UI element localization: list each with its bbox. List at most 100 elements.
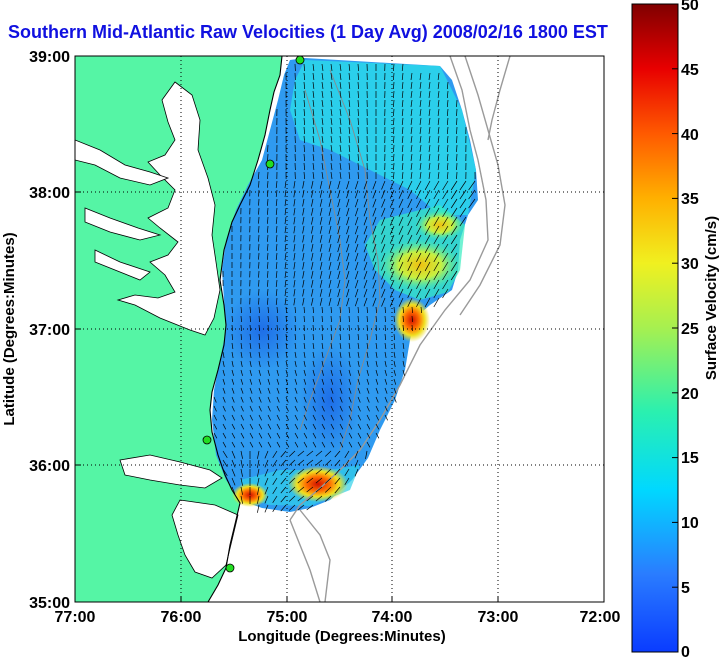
velocity-vector bbox=[410, 108, 413, 116]
velocity-vector bbox=[303, 351, 306, 358]
velocity-vector bbox=[284, 180, 287, 189]
velocity-vector bbox=[348, 63, 351, 71]
velocity-vector bbox=[276, 387, 280, 394]
velocity-vector bbox=[258, 225, 260, 233]
velocity-vector bbox=[424, 198, 431, 209]
velocity-vector bbox=[330, 81, 333, 89]
velocity-vector bbox=[303, 153, 306, 162]
colorbar-tick-label: 25 bbox=[681, 321, 699, 338]
velocity-vector bbox=[324, 450, 332, 457]
velocity-vector bbox=[442, 279, 449, 290]
velocity-vector bbox=[428, 126, 431, 134]
velocity-vector bbox=[428, 153, 431, 161]
velocity-vector bbox=[284, 198, 287, 207]
velocity-vector bbox=[419, 162, 422, 170]
velocity-vector bbox=[407, 216, 413, 226]
velocity-vector bbox=[288, 477, 296, 484]
velocity-vector bbox=[284, 207, 287, 216]
velocity-vector bbox=[280, 468, 287, 476]
velocity-vector bbox=[294, 378, 298, 385]
velocity-vector bbox=[416, 198, 422, 209]
y-tick-label: 38:00 bbox=[29, 185, 70, 202]
velocity-vector bbox=[284, 234, 287, 243]
velocity-vector bbox=[275, 225, 278, 233]
velocity-vector bbox=[410, 81, 413, 89]
velocity-vector bbox=[330, 72, 333, 80]
velocity-vector bbox=[321, 171, 324, 179]
velocity-vector bbox=[357, 324, 359, 332]
y-axis-label: Latitude (Degrees:Minutes) bbox=[1, 232, 18, 425]
velocity-vector bbox=[240, 315, 242, 323]
velocity-vector bbox=[321, 423, 326, 430]
velocity-vector bbox=[363, 288, 368, 298]
velocity-vector bbox=[258, 387, 262, 394]
velocity-vector bbox=[321, 153, 324, 161]
velocity-vector bbox=[284, 261, 287, 270]
velocity-vector bbox=[330, 162, 333, 170]
velocity-vector bbox=[258, 288, 260, 296]
velocity-vector bbox=[249, 333, 252, 341]
velocity-vector bbox=[330, 387, 334, 394]
velocity-vector bbox=[328, 288, 332, 297]
velocity-vector bbox=[402, 369, 405, 376]
velocity-vector bbox=[293, 243, 296, 252]
velocity-vector bbox=[393, 90, 395, 99]
velocity-vector bbox=[303, 144, 306, 153]
velocity-vector bbox=[433, 225, 440, 236]
velocity-vector bbox=[442, 243, 449, 254]
velocity-vector bbox=[402, 360, 405, 367]
velocity-vector bbox=[381, 207, 386, 217]
velocity-vector bbox=[375, 342, 378, 349]
velocity-vector bbox=[275, 234, 278, 242]
velocity-vector bbox=[297, 450, 305, 457]
velocity-vector bbox=[267, 441, 272, 448]
velocity-vector bbox=[337, 279, 341, 289]
velocity-vector bbox=[410, 153, 413, 161]
velocity-vector bbox=[419, 117, 422, 125]
velocity-vector bbox=[401, 81, 404, 90]
velocity-vector bbox=[257, 450, 260, 459]
velocity-vector bbox=[357, 387, 361, 394]
velocity-vector bbox=[330, 405, 334, 412]
velocity-vector bbox=[319, 243, 323, 252]
velocity-vector bbox=[337, 225, 341, 235]
velocity-vector bbox=[339, 441, 344, 448]
velocity-vector bbox=[258, 423, 263, 430]
velocity-vector bbox=[231, 477, 236, 486]
velocity-vector bbox=[321, 342, 324, 349]
velocity-vector bbox=[393, 387, 397, 394]
velocity-vector bbox=[348, 378, 352, 385]
velocity-vector bbox=[324, 495, 332, 502]
velocity-vector bbox=[330, 396, 334, 403]
velocity-vector bbox=[276, 306, 278, 314]
velocity-vector bbox=[357, 360, 360, 367]
velocity-vector bbox=[293, 252, 296, 261]
velocity-vector bbox=[357, 135, 359, 144]
velocity-vector bbox=[249, 396, 253, 403]
velocity-vector bbox=[231, 333, 234, 341]
velocity-vector bbox=[348, 414, 353, 421]
velocity-vector bbox=[249, 378, 253, 385]
velocity-vector bbox=[330, 99, 333, 107]
velocity-vector bbox=[337, 198, 341, 208]
velocity-vector bbox=[337, 288, 341, 298]
velocity-vector bbox=[319, 207, 323, 216]
x-tick-label: 77:00 bbox=[55, 609, 96, 626]
velocity-vector bbox=[330, 117, 333, 125]
velocity-vector bbox=[433, 279, 440, 290]
velocity-vector bbox=[375, 432, 380, 439]
velocity-vector bbox=[381, 225, 386, 235]
velocity-vector bbox=[357, 432, 362, 439]
velocity-vector bbox=[339, 162, 342, 170]
velocity-vector bbox=[297, 486, 305, 493]
velocity-vector bbox=[321, 441, 326, 448]
x-axis-label: Longitude (Degrees:Minutes) bbox=[238, 628, 446, 645]
velocity-vector bbox=[407, 288, 413, 298]
velocity-vector bbox=[276, 342, 279, 349]
velocity-vector bbox=[312, 378, 316, 385]
velocity-vector bbox=[306, 486, 314, 493]
velocity-vector bbox=[312, 414, 317, 421]
velocity-vector bbox=[319, 288, 323, 297]
velocity-vector bbox=[276, 315, 278, 323]
velocity-vector bbox=[393, 135, 395, 144]
